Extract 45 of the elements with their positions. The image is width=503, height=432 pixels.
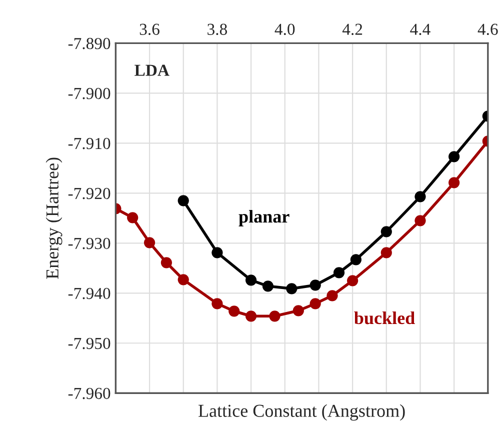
point	[228, 306, 240, 317]
point	[380, 247, 392, 258]
y-axis-title: Energy (Hartree)	[46, 158, 62, 279]
annotation: LDA	[134, 64, 170, 76]
point	[292, 305, 304, 316]
point	[414, 191, 426, 202]
point	[262, 280, 274, 292]
y-tick-label: -7.930	[68, 238, 110, 250]
point	[350, 254, 362, 266]
point	[160, 257, 172, 268]
point	[212, 247, 223, 258]
y-tick-label: -7.910	[68, 138, 110, 150]
point	[333, 267, 345, 278]
point	[286, 283, 298, 294]
point	[448, 151, 460, 162]
point	[127, 212, 138, 224]
x-tick-label: 3.8	[208, 24, 227, 36]
point	[245, 310, 257, 322]
y-tick-label: -7.890	[68, 38, 110, 50]
y-tick-label: -7.950	[68, 338, 110, 350]
point	[245, 274, 257, 286]
point	[414, 215, 426, 226]
x-tick-label: 4.2	[342, 24, 362, 36]
point	[347, 275, 358, 286]
y-tick-label: -7.940	[68, 288, 110, 300]
y-tick-label: -7.960	[68, 388, 110, 400]
point	[212, 298, 223, 310]
x-tick-label: 4.0	[274, 24, 295, 36]
y-tick-label: -7.920	[68, 188, 110, 200]
point	[310, 280, 321, 291]
point	[144, 237, 156, 248]
x-tick-label: 4.6	[478, 24, 498, 36]
y-tick-label: -7.900	[68, 88, 110, 100]
point	[310, 298, 321, 310]
point	[178, 195, 189, 206]
series-label: planar	[238, 210, 290, 226]
x-tick-label: 3.6	[140, 24, 160, 36]
point	[326, 290, 338, 302]
point	[269, 310, 280, 322]
x-tick-label: 4.4	[410, 24, 430, 36]
point	[178, 274, 189, 286]
point	[448, 177, 460, 188]
point	[380, 226, 392, 238]
series-label: buckled	[354, 311, 415, 324]
x-axis-title: Lattice Constant (Angstrom)	[198, 404, 405, 421]
